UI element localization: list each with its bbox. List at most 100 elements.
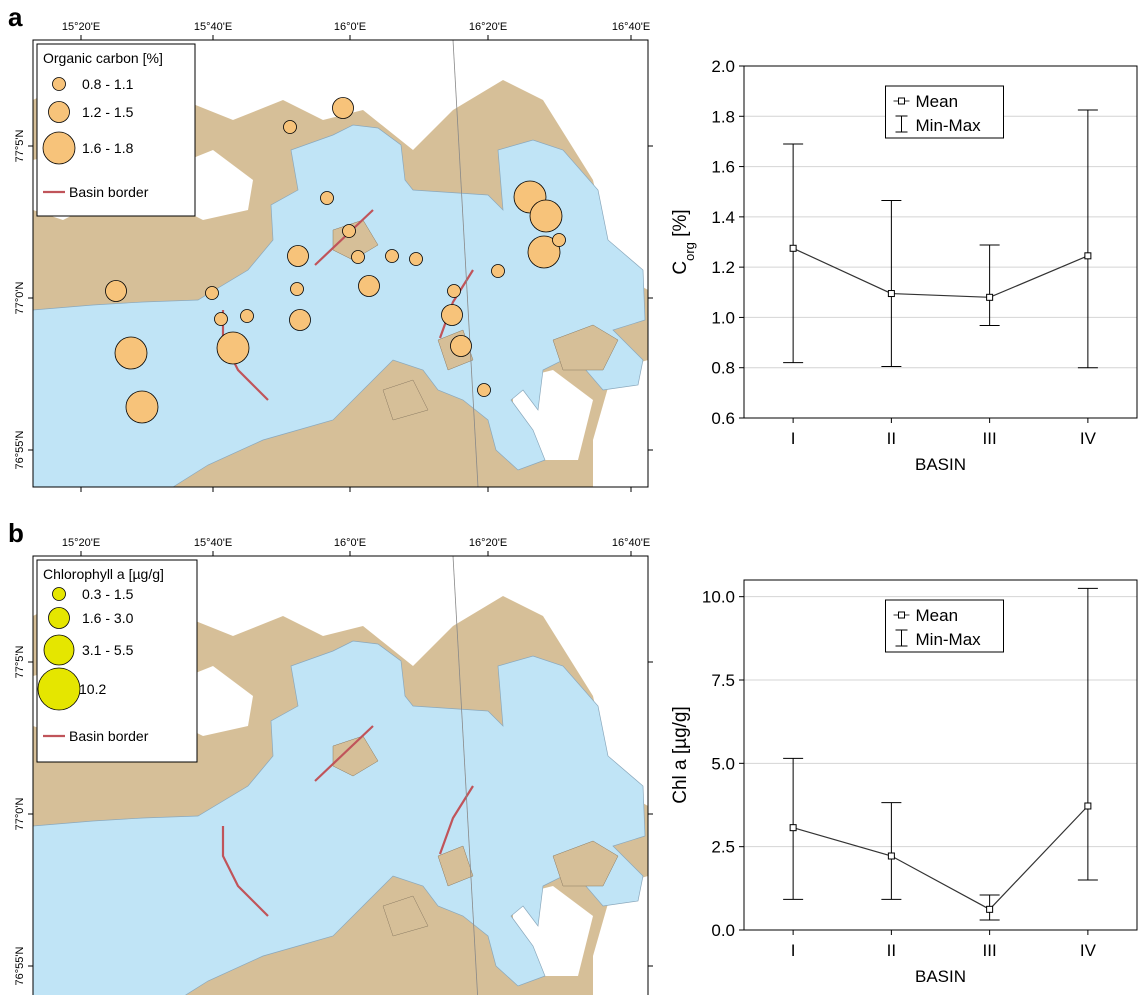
sample-site-marker — [105, 280, 127, 302]
legend-title: Chlorophyll a [µg/g] — [43, 566, 164, 582]
y-tick-label: 1.2 — [711, 258, 735, 277]
lat-tick-label: 77°5'N — [14, 130, 26, 163]
sample-site-marker — [491, 264, 505, 278]
sample-site-marker — [114, 336, 148, 370]
lon-tick-label: 16°40'E — [612, 537, 650, 549]
lon-tick-label: 15°40'E — [194, 21, 232, 33]
legend-size-label: 1.2 - 1.5 — [82, 104, 134, 120]
basin-border-line — [314, 725, 374, 782]
sample-site-marker — [529, 199, 563, 233]
plot-frame — [743, 579, 1138, 931]
mean-marker — [1084, 252, 1092, 260]
sample-site-marker — [205, 286, 219, 300]
legend-box — [36, 43, 196, 217]
mean-marker — [887, 852, 895, 860]
y-tick-label: 1.8 — [711, 107, 735, 126]
legend-mean-label: Mean — [916, 606, 959, 625]
map-legend: Organic carbon [%] 0.8 - 1.1 1.2 - 1.5 1.6 … — [36, 43, 196, 217]
lon-tick-label: 16°40'E — [612, 21, 650, 33]
glacier-area — [593, 876, 648, 995]
plot-frame — [743, 65, 1138, 419]
island-area — [382, 379, 429, 421]
lon-tick-label: 16°20'E — [469, 21, 507, 33]
mean-marker — [1084, 802, 1092, 810]
x-tick-label: I — [791, 941, 796, 960]
chart-panel: 0.60.81.01.21.41.61.82.0I II III IVBASINCor… — [670, 57, 1138, 474]
sample-site-marker — [289, 309, 311, 331]
island-area — [552, 840, 619, 887]
lon-tick-label: 15°20'E — [62, 537, 100, 549]
lon-tick-label: 15°20'E — [62, 21, 100, 33]
chart-legend: Mean Min-Max — [885, 85, 1004, 139]
legend-size-label: 1.6 - 3.0 — [82, 610, 134, 626]
lat-tick-label: 76°55'N — [14, 946, 26, 985]
sample-site-marker — [385, 249, 399, 263]
x-tick-label: IV — [1080, 429, 1097, 448]
sample-site-marker — [527, 235, 561, 269]
sample-site-marker — [214, 312, 228, 326]
x-tick-label: III — [983, 941, 997, 960]
legend-size-label: 0.3 - 1.5 — [82, 586, 134, 602]
x-axis-label: BASIN — [915, 967, 966, 986]
island-area — [382, 895, 429, 937]
sample-site-marker — [240, 309, 254, 323]
y-tick-label: 1.0 — [711, 308, 735, 327]
meridian-line — [452, 40, 479, 487]
sample-site-marker — [450, 335, 472, 357]
map-body — [33, 556, 648, 995]
y-tick-label: 0.6 — [711, 409, 735, 428]
lat-tick-label: 77°5'N — [14, 646, 26, 679]
basin-border-line — [314, 209, 374, 266]
y-tick-label: 0.8 — [711, 359, 735, 378]
legend-mean-marker — [898, 97, 905, 105]
legend-size-marker — [37, 667, 81, 711]
legend-border-label: Basin border — [69, 728, 149, 744]
island-area — [437, 845, 474, 887]
lon-tick-label: 16°0'E — [334, 21, 366, 33]
legend-size-marker — [42, 131, 76, 165]
y-axis-label: Chl a [µg/g] — [670, 706, 691, 804]
lat-tick-label: 76°55'N — [14, 430, 26, 469]
basin-border-line — [221, 826, 269, 917]
lat-tick-label: 77°0'N — [14, 798, 26, 831]
mean-marker — [986, 293, 994, 301]
sea-area — [33, 640, 646, 995]
map-panel: 15°20'E 15°40'E 16°0'E 16°20'E 16°40'E 77°5'N… — [14, 537, 653, 995]
mean-line — [792, 805, 1089, 911]
mean-marker — [887, 290, 895, 298]
map-body — [33, 40, 648, 487]
mean-marker — [789, 824, 797, 832]
meridian-line — [452, 556, 478, 995]
legend-size-marker — [43, 634, 75, 666]
y-tick-label: 1.4 — [711, 208, 735, 227]
sample-site-marker — [351, 250, 365, 264]
legend-size-marker — [48, 101, 70, 123]
sample-site-marker — [552, 233, 566, 247]
legend-size-label: 10.2 — [79, 681, 106, 697]
mean-marker — [986, 905, 994, 913]
legend-size-marker — [48, 607, 70, 629]
legend-size-label: 1.6 - 1.8 — [82, 140, 134, 156]
sample-site-marker — [332, 97, 354, 119]
map-frame — [32, 555, 649, 995]
y-axis-label: Corg [%] — [670, 209, 697, 274]
lon-tick-label: 16°20'E — [469, 537, 507, 549]
lat-tick-label: 77°0'N — [14, 282, 26, 315]
legend-size-label: 0.8 - 1.1 — [82, 76, 134, 92]
y-tick-label: 10.0 — [702, 588, 735, 607]
sample-site-marker — [447, 284, 461, 298]
sample-site-marker — [287, 245, 309, 267]
sea-area — [33, 124, 646, 487]
chart-legend: Mean Min-Max — [885, 599, 1004, 653]
legend-size-marker — [52, 77, 66, 91]
sample-site-marker — [283, 120, 297, 134]
sample-site-marker — [320, 191, 334, 205]
legend-size-marker — [52, 587, 66, 601]
chart-legend-box — [885, 599, 1004, 653]
legend-size-label: 3.1 - 5.5 — [82, 642, 134, 658]
legend-mean-label: Mean — [916, 92, 959, 111]
sample-site-marker — [441, 304, 463, 326]
chart-legend-box — [885, 85, 1004, 139]
legend-minmax-label: Min-Max — [916, 630, 982, 649]
